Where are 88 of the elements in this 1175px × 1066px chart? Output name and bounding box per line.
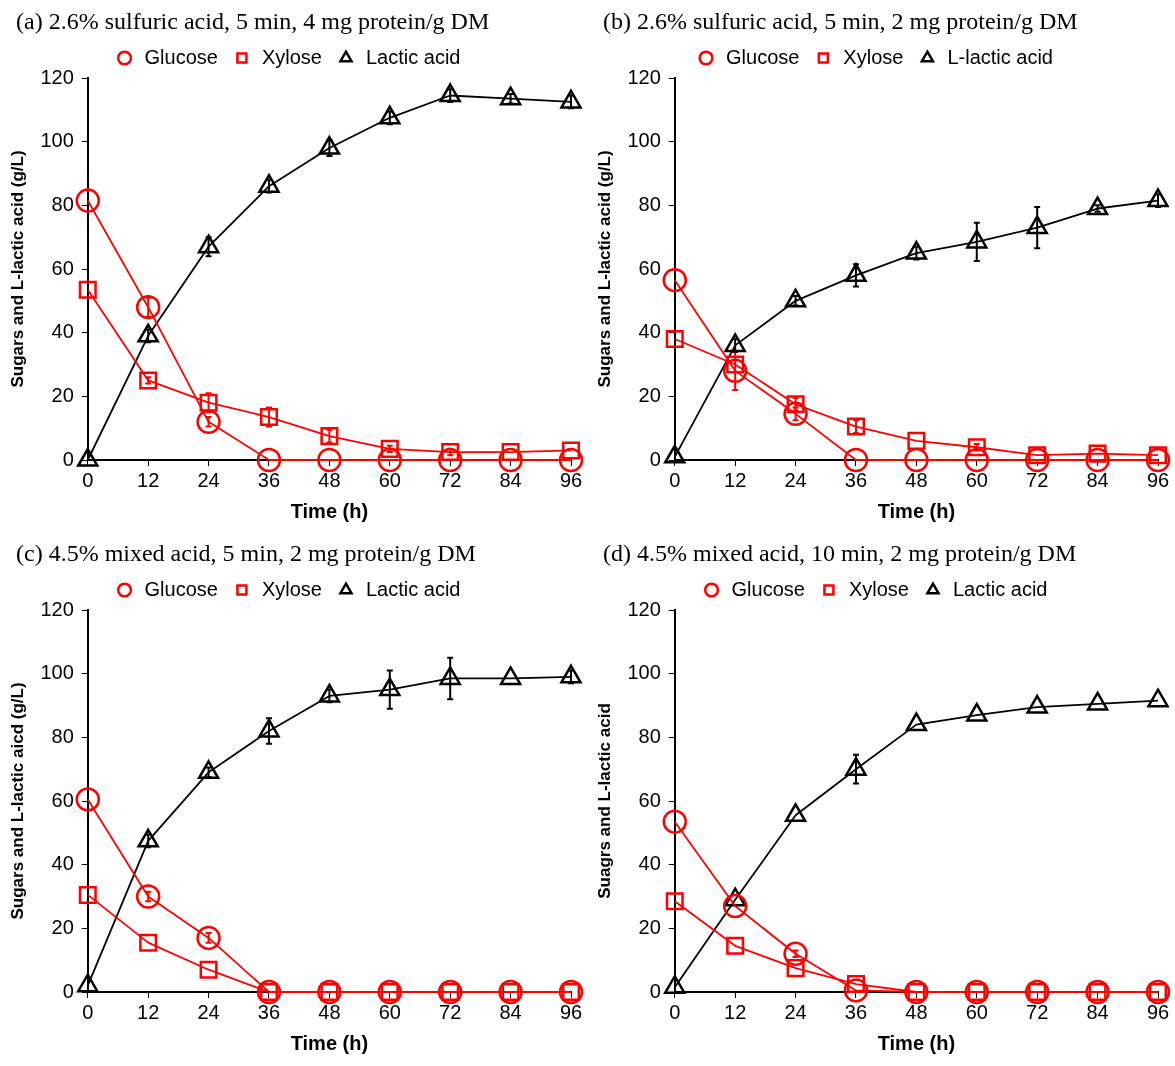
- x-tick-label: 36: [257, 1000, 281, 1023]
- x-tick-label: 72: [1026, 1000, 1049, 1023]
- y-tick-label: 60: [51, 788, 74, 811]
- chart-title: (d) 4.5% mixed acid, 10 min, 2 mg protein/g DM: [602, 539, 1078, 566]
- x-tick-label: 36: [257, 468, 281, 491]
- x-axis-title: Time (h): [290, 499, 369, 522]
- y-tick-label: 120: [627, 597, 661, 620]
- legend-label: Glucose: [144, 577, 218, 600]
- x-tick-label: 36: [844, 468, 868, 491]
- x-tick-label: 48: [905, 1000, 928, 1023]
- legend-label: Lactic acid: [365, 45, 461, 68]
- x-tick-label: 96: [1146, 468, 1170, 491]
- y-tick-label: 60: [51, 256, 74, 279]
- x-tick-label: 12: [724, 1000, 747, 1023]
- chart-title: (a) 2.6% sulfuric acid, 5 min, 4 mg protein/g DM: [15, 7, 491, 34]
- y-tick-label: 20: [51, 915, 74, 938]
- x-tick-label: 72: [439, 1000, 462, 1023]
- x-tick-label: 24: [197, 1000, 220, 1023]
- x-tick-label: 60: [378, 1000, 401, 1023]
- y-tick-label: 40: [638, 852, 661, 875]
- y-tick-label: 100: [40, 661, 74, 684]
- x-tick-label: 24: [784, 1000, 807, 1023]
- legend-label: Xylose: [261, 577, 322, 600]
- y-tick-label: 20: [638, 915, 661, 938]
- x-tick-label: 48: [905, 468, 928, 491]
- y-tick-label: 20: [51, 383, 74, 406]
- x-tick-label: 12: [137, 468, 160, 491]
- x-tick-label: 84: [1086, 468, 1109, 491]
- x-tick-label: 48: [318, 468, 341, 491]
- y-tick-label: 60: [638, 788, 661, 811]
- y-tick-label: 40: [51, 852, 74, 875]
- y-tick-label: 120: [40, 65, 74, 88]
- x-tick-label: 48: [318, 1000, 341, 1023]
- x-tick-label: 0: [82, 468, 94, 491]
- y-tick-label: 120: [627, 65, 661, 88]
- x-tick-label: 72: [439, 468, 462, 491]
- legend-label: Xylose: [848, 577, 909, 600]
- x-tick-label: 96: [1146, 1000, 1170, 1023]
- y-tick-label: 120: [40, 597, 74, 620]
- x-tick-label: 60: [378, 468, 401, 491]
- legend-label: L-lactic acid: [947, 45, 1054, 68]
- x-axis-title: Time (h): [290, 1031, 369, 1054]
- legend-label: Lactic acid: [952, 577, 1048, 600]
- x-tick-label: 84: [1086, 1000, 1109, 1023]
- y-tick-label: 60: [638, 256, 661, 279]
- legend-label: Glucose: [731, 577, 805, 600]
- y-tick-label: 80: [638, 724, 661, 747]
- y-tick-label: 100: [627, 129, 661, 152]
- y-tick-label: 0: [62, 979, 74, 1002]
- y-tick-label: 100: [627, 661, 661, 684]
- x-tick-label: 84: [499, 468, 522, 491]
- x-axis-title: Time (h): [877, 499, 956, 522]
- x-tick-label: 96: [559, 1000, 583, 1023]
- y-axis-title: Suagrs and L-lactic acid: [594, 703, 614, 899]
- legend-label: Glucose: [144, 45, 218, 68]
- y-axis-title: Sugars and L-lactic aicd (g/L): [7, 682, 27, 920]
- y-tick-label: 0: [649, 447, 661, 470]
- y-axis-title: Sugars and L-lactic acid (g/L): [594, 150, 614, 388]
- legend-label: Lactic acid: [365, 577, 461, 600]
- y-axis-title: Sugars and L-lactic acid (g/L): [7, 150, 27, 388]
- x-tick-label: 24: [784, 468, 807, 491]
- legend-label: Xylose: [843, 45, 904, 68]
- x-tick-label: 0: [669, 468, 681, 491]
- legend-label: Xylose: [261, 45, 322, 68]
- y-tick-label: 40: [51, 320, 74, 343]
- x-tick-label: 60: [965, 468, 988, 491]
- x-tick-label: 96: [559, 468, 583, 491]
- x-tick-label: 12: [724, 468, 747, 491]
- y-tick-label: 80: [638, 192, 661, 215]
- y-tick-label: 20: [638, 383, 661, 406]
- y-tick-label: 80: [51, 192, 74, 215]
- x-tick-label: 24: [197, 468, 220, 491]
- y-tick-label: 40: [638, 320, 661, 343]
- legend-label: Glucose: [726, 45, 800, 68]
- x-tick-label: 72: [1026, 468, 1049, 491]
- y-tick-label: 100: [40, 129, 74, 152]
- x-tick-label: 84: [499, 1000, 522, 1023]
- x-tick-label: 0: [669, 1000, 681, 1023]
- x-axis-title: Time (h): [877, 1031, 956, 1054]
- y-tick-label: 0: [62, 447, 74, 470]
- chart-title: (b) 2.6% sulfuric acid, 5 min, 2 mg protein/g DM: [602, 7, 1079, 34]
- x-tick-label: 60: [965, 1000, 988, 1023]
- chart-title: (c) 4.5% mixed acid, 5 min, 2 mg protein/g DM: [15, 539, 477, 566]
- x-tick-label: 12: [137, 1000, 160, 1023]
- x-tick-label: 36: [844, 1000, 868, 1023]
- y-tick-label: 80: [51, 724, 74, 747]
- x-tick-label: 0: [82, 1000, 94, 1023]
- y-tick-label: 0: [649, 979, 661, 1002]
